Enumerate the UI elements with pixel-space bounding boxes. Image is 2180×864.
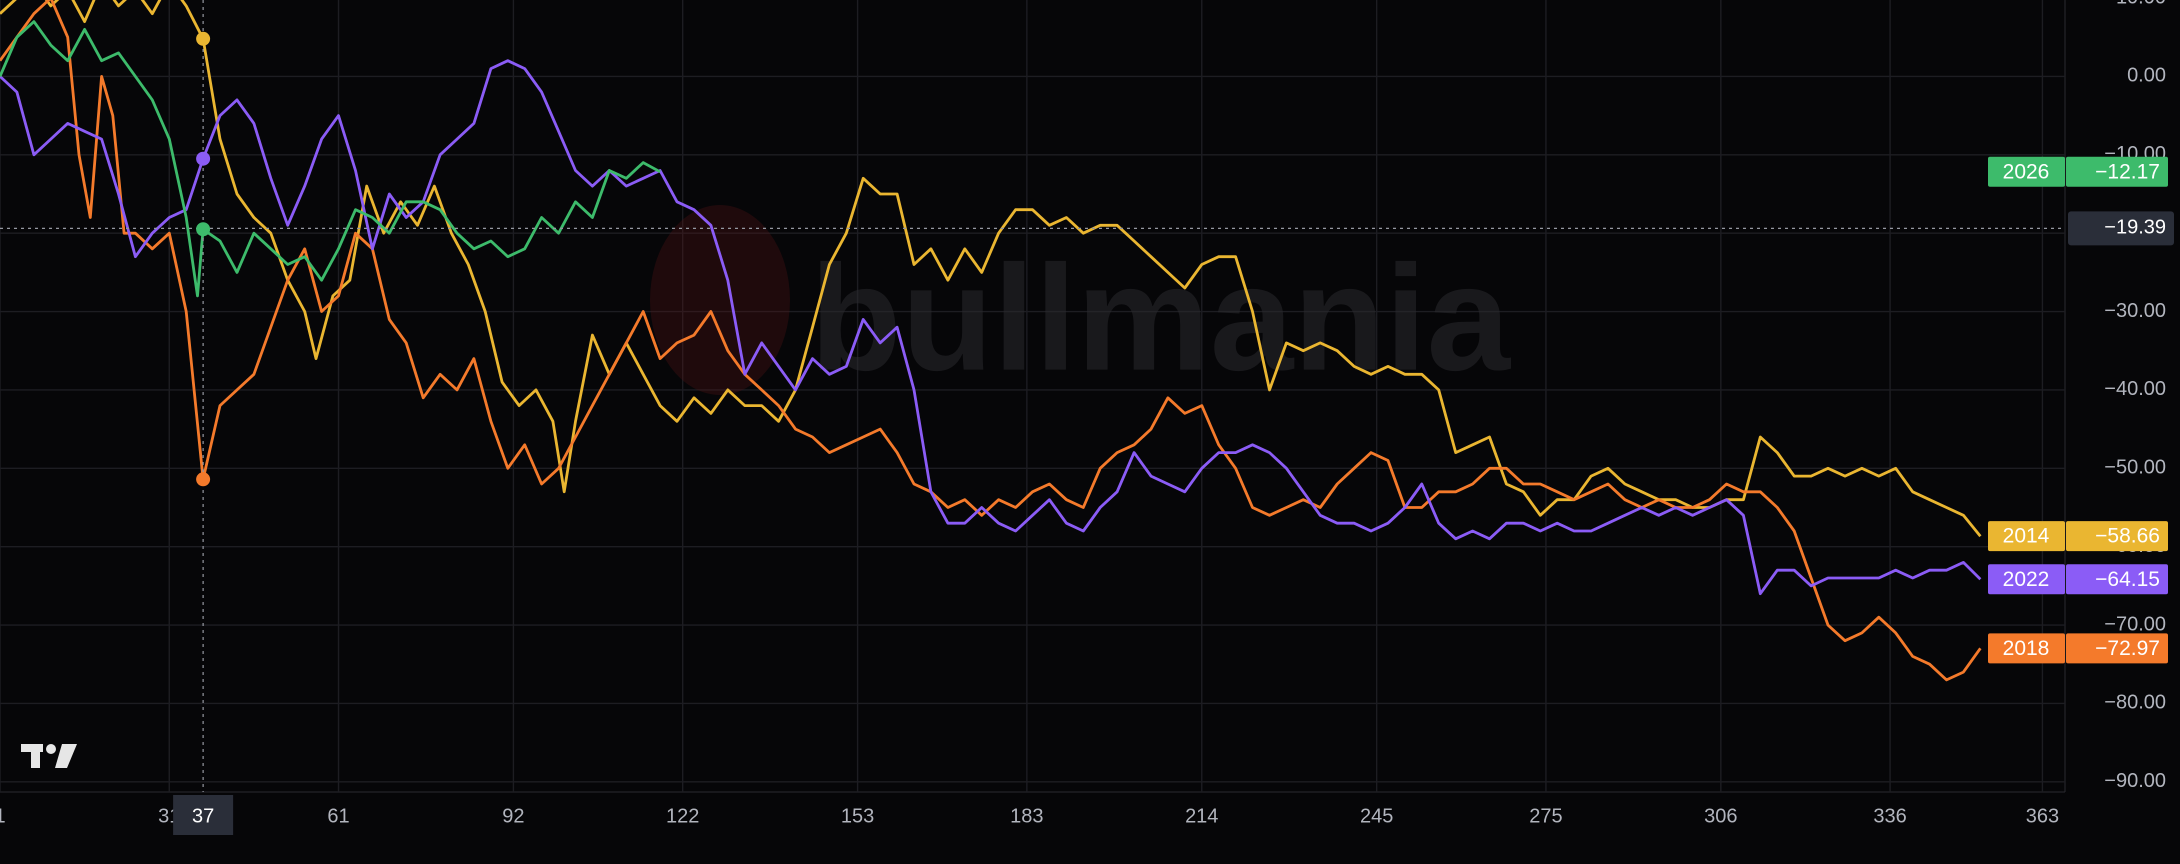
y-tick-label: −80.00 (2104, 692, 2166, 714)
watermark: bullmania (650, 205, 1512, 402)
crosshair-point (196, 31, 211, 46)
last-value-box (2066, 564, 2168, 595)
y-tick-label: −50.00 (2104, 457, 2166, 479)
last-value-label: −58.66 (2095, 525, 2160, 548)
last-value-box (2066, 156, 2168, 187)
logo-part (31, 744, 40, 768)
legend-name-box (1988, 564, 2065, 595)
x-tick-label: 122 (666, 805, 699, 827)
plot-area (0, 0, 1982, 682)
overlay: 37 −19.39 2014 −58.66 2018 −72.97 2022 −64.15 20… (0, 0, 2174, 835)
y-tick-label: −70.00 (2104, 613, 2166, 635)
legend-name-box (1988, 156, 2065, 187)
last-value-label: −12.17 (2095, 160, 2160, 183)
x-tick-label: 92 (502, 805, 524, 827)
legend-name: 2022 (2003, 568, 2050, 591)
watermark-logo (650, 205, 790, 395)
x-tick-label: 61 (327, 805, 349, 827)
series-line (0, 20, 661, 298)
logo-part (46, 744, 56, 754)
crosshair-point (196, 151, 211, 166)
series-line (0, 0, 1982, 538)
crosshair-y-box (2068, 211, 2174, 246)
x-tick-label: 1 (0, 805, 6, 827)
legend-name: 2014 (2003, 525, 2050, 548)
crosshair-y-label: −19.39 (2104, 217, 2166, 239)
crosshair-point (196, 222, 211, 237)
legend-name: 2026 (2003, 160, 2050, 183)
x-tick-label: 336 (1873, 805, 1906, 827)
series-line (0, 59, 1982, 596)
legend-name-box (1988, 521, 2065, 552)
x-tick-label: 363 (2026, 805, 2059, 827)
x-tick-label: 306 (1704, 805, 1737, 827)
crosshair-point (196, 472, 211, 487)
x-tick-label: 275 (1529, 805, 1562, 827)
logo-part (55, 744, 77, 768)
last-value-box (2066, 633, 2168, 664)
x-tick-label: 245 (1360, 805, 1393, 827)
tradingview-logo (21, 744, 77, 768)
legend-name-box (1988, 633, 2065, 664)
y-tick-label: −40.00 (2104, 378, 2166, 400)
y-tick-label: −30.00 (2104, 300, 2166, 322)
last-value-box (2066, 521, 2168, 552)
x-tick-label: 214 (1185, 805, 1218, 827)
series-line (0, 0, 1982, 682)
last-value-label: −72.97 (2095, 637, 2160, 660)
y-tick-label: 10.00 (2116, 0, 2166, 8)
crosshair-x-label: 37 (192, 805, 214, 827)
x-tick-label: 183 (1010, 805, 1043, 827)
y-axis-panel (2065, 0, 2180, 864)
last-value-label: −64.15 (2095, 568, 2160, 591)
crosshair-x-box (173, 795, 234, 835)
x-tick-label: 153 (841, 805, 874, 827)
watermark-text: bullmania (810, 234, 1512, 402)
y-tick-label: −90.00 (2104, 770, 2166, 792)
legend-name: 2018 (2003, 637, 2050, 660)
y-tick-label: 0.00 (2127, 65, 2166, 87)
